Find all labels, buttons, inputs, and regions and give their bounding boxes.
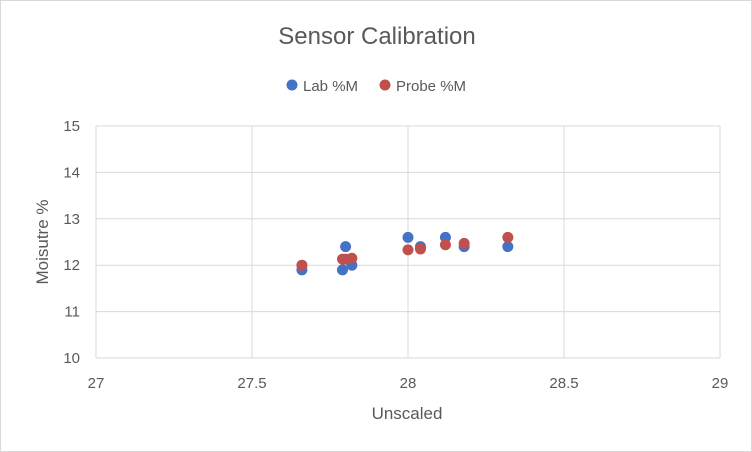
point-probe-6 xyxy=(439,239,451,251)
x-axis-tick-labels: 27 27.5 28 28.5 29 xyxy=(88,375,729,392)
chart-title: Sensor Calibration xyxy=(278,23,475,50)
legend-label: Lab %M xyxy=(303,78,358,95)
point-lab-8 xyxy=(502,241,514,253)
y-tick-label: 11 xyxy=(64,304,80,321)
legend: Lab %M Probe %M xyxy=(286,78,466,95)
x-tick-label: 27.5 xyxy=(237,375,266,392)
y-tick-label: 12 xyxy=(63,257,80,274)
point-lab-2 xyxy=(340,241,352,253)
x-tick-label: 29 xyxy=(712,375,729,392)
gridlines xyxy=(95,125,721,359)
x-tick-label: 27 xyxy=(88,375,105,392)
y-tick-label: 13 xyxy=(63,211,80,228)
point-probe-0 xyxy=(296,259,308,271)
data-points xyxy=(296,231,514,276)
y-axis-title: Moisutre % xyxy=(33,199,52,284)
point-probe-8 xyxy=(502,231,514,243)
legend-item: Lab %M xyxy=(286,78,358,95)
x-axis-title: Unscaled xyxy=(372,404,443,423)
point-lab-4 xyxy=(402,231,414,243)
point-probe-4 xyxy=(402,244,414,256)
point-probe-5 xyxy=(414,243,426,255)
x-tick-label: 28 xyxy=(400,375,417,392)
y-tick-label: 15 xyxy=(63,118,80,135)
y-tick-label: 10 xyxy=(63,350,80,367)
y-tick-label: 14 xyxy=(63,164,80,181)
legend-marker xyxy=(286,79,298,91)
point-lab-1 xyxy=(336,264,348,276)
x-tick-label: 28.5 xyxy=(549,375,578,392)
legend-marker xyxy=(379,79,391,91)
legend-label: Probe %M xyxy=(396,78,466,95)
point-probe-3 xyxy=(346,252,358,264)
point-probe-7 xyxy=(458,237,470,249)
legend-item: Probe %M xyxy=(379,78,466,95)
y-axis-tick-labels: 10 11 12 13 14 15 xyxy=(63,118,80,367)
